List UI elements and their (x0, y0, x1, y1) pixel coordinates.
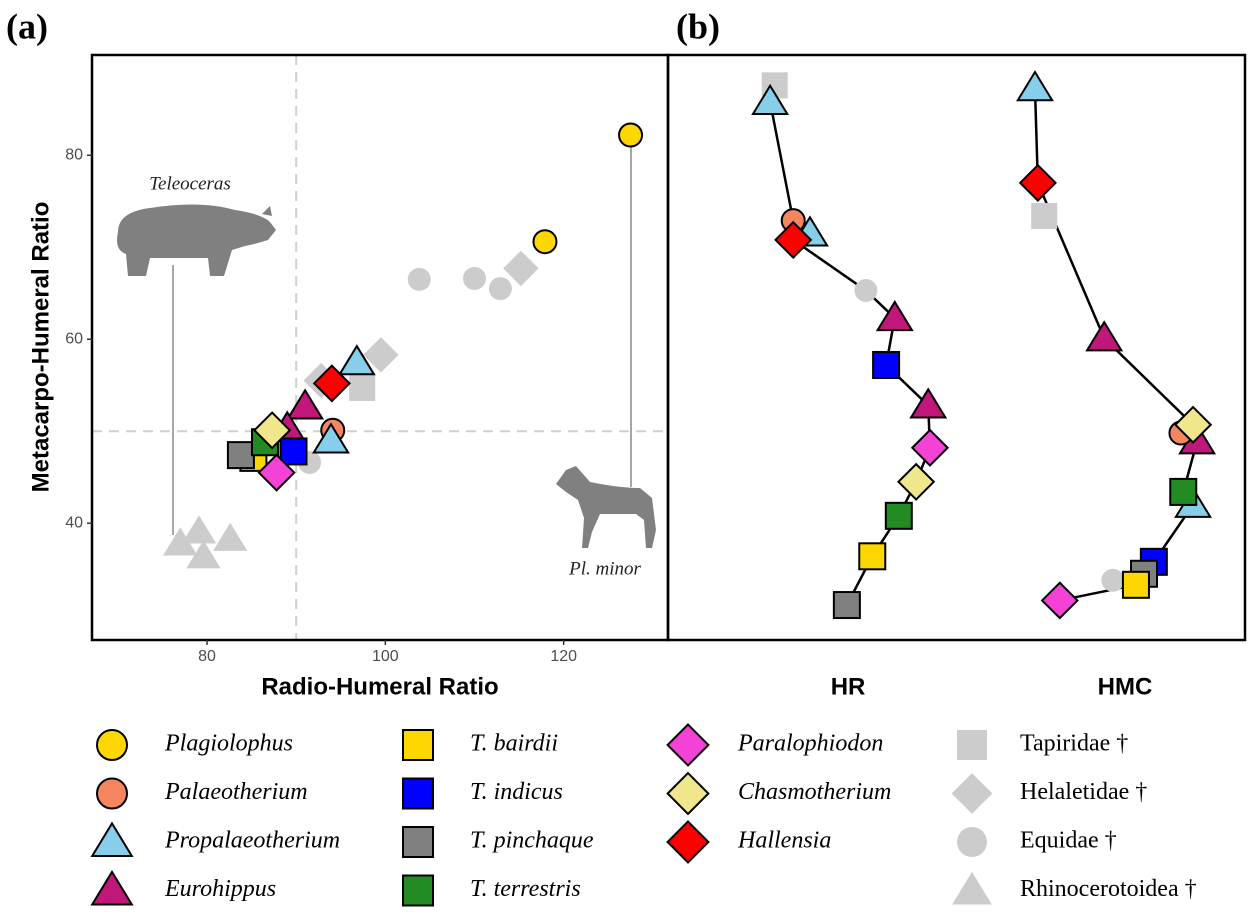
legend-swatch (952, 773, 993, 814)
x-tick-label: 120 (550, 648, 577, 665)
figure: (a) (b) Radio-Humeral Ratio Metacarpo-Hu… (0, 0, 1249, 918)
marker (898, 464, 933, 499)
legend-label: Equidae † (1020, 828, 1117, 854)
legend-swatch (403, 876, 433, 906)
annotation: Teleoceras (149, 173, 231, 194)
legend-swatch (668, 725, 709, 766)
x-tick-label: 80 (198, 648, 216, 665)
legend-swatch (668, 773, 709, 814)
legend-swatch (403, 730, 433, 760)
marker (182, 515, 216, 543)
marker (349, 375, 375, 401)
marker (886, 503, 912, 529)
legend-label: Paralophiodon (737, 731, 883, 757)
marker (463, 267, 486, 290)
plot-layer (92, 55, 1214, 906)
legend-label: Eurohippus (164, 876, 276, 902)
marker (854, 279, 877, 302)
x-tick-label: HMC (1098, 673, 1153, 700)
y-tick-label: 40 (65, 514, 83, 531)
x-tick-label: HR (831, 673, 866, 700)
marker (1042, 583, 1077, 618)
legend-swatch (957, 730, 987, 760)
legend-swatch (957, 827, 987, 857)
x-axis-title: Radio-Humeral Ratio (261, 673, 498, 700)
marker (408, 268, 431, 291)
marker (489, 277, 512, 300)
legend-label: Chasmotherium (738, 779, 891, 805)
marker (1018, 72, 1052, 100)
y-axis-title: Metacarpo-Humeral Ratio (27, 202, 54, 493)
teleoceras-silhouette (117, 204, 276, 276)
x-tick-label: 100 (372, 648, 399, 665)
marker (859, 543, 885, 569)
marker (1020, 165, 1055, 200)
legend-label: T. terrestris (470, 876, 581, 902)
legend-swatch (92, 872, 132, 905)
legend-swatch (92, 823, 132, 856)
marker (912, 430, 947, 465)
annotation: Pl. minor (568, 558, 641, 579)
marker (533, 230, 556, 253)
marker (1170, 479, 1196, 505)
legend-label: Palaeotherium (164, 779, 308, 805)
marker (834, 592, 860, 618)
marker (1123, 572, 1149, 598)
legend-label: Helaletidae † (1020, 779, 1147, 805)
marker (873, 352, 899, 378)
plminor-silhouette (556, 466, 656, 548)
legend-swatch (97, 779, 127, 809)
marker (213, 523, 247, 551)
legend-label: Rhinocerotoidea † (1020, 876, 1197, 902)
y-tick-label: 60 (65, 330, 83, 347)
legend-swatch (668, 822, 709, 863)
marker (288, 390, 322, 418)
legend-label: Tapiridae † (1020, 731, 1128, 757)
marker (1087, 322, 1121, 350)
legend-swatch (97, 730, 127, 760)
panel-label: (a) (6, 6, 48, 46)
marker (619, 124, 642, 147)
legend-label: T. indicus (470, 779, 563, 805)
legend-label: Hallensia (737, 828, 831, 854)
panel-label: (b) (676, 6, 720, 46)
legend-label: T. pinchaque (470, 828, 594, 854)
marker (281, 438, 307, 464)
legend-label: T. bairdii (470, 731, 558, 757)
marker (228, 442, 254, 468)
legend-label: Propalaeotherium (164, 828, 340, 854)
marker (1031, 203, 1057, 229)
legend-swatch (403, 827, 433, 857)
y-tick-label: 80 (65, 146, 83, 163)
marker (1101, 569, 1124, 592)
legend-swatch (403, 779, 433, 809)
legend-swatch (952, 872, 992, 905)
legend-label: Plagiolophus (164, 731, 293, 757)
